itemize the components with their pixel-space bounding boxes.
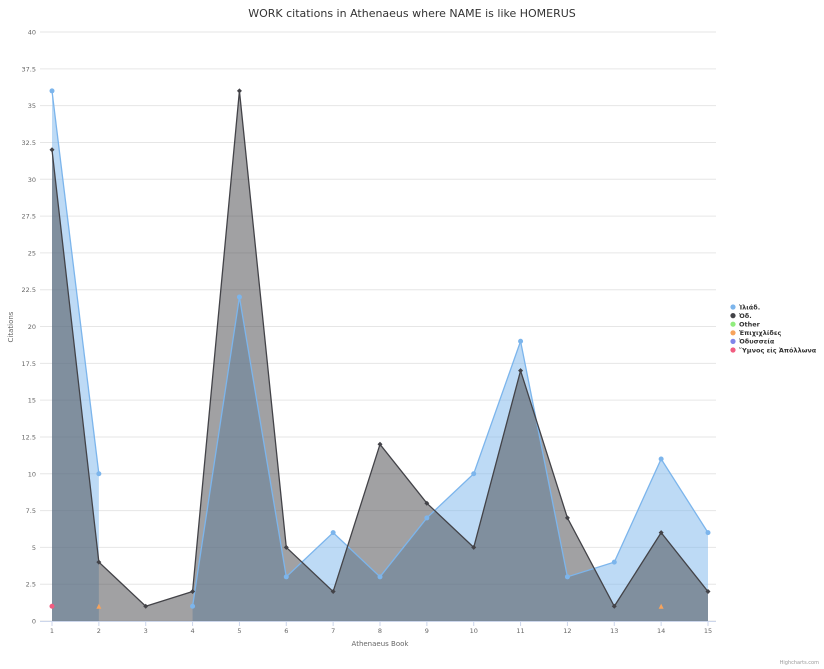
y-tick-label: 27.5 <box>22 213 36 221</box>
series-0-point <box>471 471 477 477</box>
legend-symbol <box>730 313 736 319</box>
series-3-point <box>658 603 664 609</box>
legend-label: Other <box>739 321 761 329</box>
series-1-point <box>49 147 55 153</box>
y-tick-label: 0 <box>32 618 36 626</box>
series-0-line <box>51 90 100 474</box>
x-tick-label: 2 <box>97 627 101 635</box>
series-0-point <box>611 559 617 565</box>
series-0-line <box>191 296 709 607</box>
series-1-point <box>471 544 477 550</box>
y-tick-label: 5 <box>32 544 36 552</box>
x-tick-label: 11 <box>516 627 524 635</box>
series-0-point <box>424 515 430 521</box>
y-tick-label: 17.5 <box>22 360 36 368</box>
series-1-point <box>190 589 196 595</box>
y-tick-label: 12.5 <box>22 433 36 441</box>
series-3-point <box>96 603 102 609</box>
y-tick-label: 7.5 <box>26 507 36 515</box>
series-0-point <box>705 530 711 536</box>
x-tick-label: 7 <box>331 627 335 635</box>
y-tick-label: 20 <box>28 323 36 331</box>
y-axis-ticks: 0 2.5 5 7.5 10 12.5 15 17.5 20 22.5 25 27.5 30 32.5 35… <box>22 29 36 626</box>
y-tick-label: 2.5 <box>26 581 36 589</box>
y-tick-label: 35 <box>28 102 36 110</box>
legend-symbol <box>730 347 736 353</box>
y-tick-label: 30 <box>28 176 36 184</box>
y-tick-label: 25 <box>28 249 36 257</box>
chart-title: WORK citations in Athenaeus where NAME i… <box>248 7 576 20</box>
x-tick-label: 5 <box>237 627 241 635</box>
series-5-point <box>49 603 55 609</box>
x-tick-label: 15 <box>704 627 712 635</box>
series-0-point <box>236 294 242 300</box>
legend-symbol <box>730 330 736 336</box>
series-0-point <box>330 530 336 536</box>
series-markers <box>49 88 711 609</box>
legend-label: Ἐπιχιχλίδες <box>739 329 781 337</box>
series-1-area <box>52 90 708 621</box>
series-0-point <box>190 603 196 609</box>
grid-lines <box>40 31 716 622</box>
series-0-point <box>658 456 664 462</box>
series-1-point <box>236 88 242 94</box>
x-tick-label: 9 <box>425 627 429 635</box>
x-tick-label: 12 <box>563 627 571 635</box>
series-1-point <box>283 544 289 550</box>
legend-symbol <box>730 338 736 344</box>
series-1-point <box>611 603 617 609</box>
y-tick-label: 22.5 <box>22 286 36 294</box>
x-tick-label: 3 <box>144 627 148 635</box>
series-0-point <box>49 88 55 94</box>
x-tick-label: 1 <box>50 627 54 635</box>
legend-label: Ὀδυσσεία <box>739 338 775 346</box>
series-0-point <box>377 574 383 580</box>
y-tick-label: 15 <box>28 397 36 405</box>
series-0-point <box>518 338 524 344</box>
x-tick-label: 14 <box>657 627 665 635</box>
legend-symbol <box>730 304 736 310</box>
series-0-point <box>564 574 570 580</box>
x-axis-title: Athenaeus Book <box>352 640 410 648</box>
series-areas <box>52 90 709 621</box>
x-tick-label: 4 <box>191 627 195 635</box>
x-tick-label: 10 <box>470 627 478 635</box>
y-tick-label: 32.5 <box>22 139 36 147</box>
series-1-point <box>330 589 336 595</box>
credits[interactable]: Highcharts.com <box>780 660 819 666</box>
x-tick-label: 6 <box>284 627 288 635</box>
legend-label: Ἰλιάδ. <box>739 303 760 311</box>
series-1-point <box>377 441 383 447</box>
series-1-point <box>518 368 524 374</box>
series-1-point <box>658 530 664 536</box>
x-tick-label: 13 <box>610 627 618 635</box>
series-1-point <box>705 589 711 595</box>
series-0-point <box>283 574 289 580</box>
y-tick-label: 10 <box>28 470 36 478</box>
series-1-point <box>564 515 570 521</box>
legend-symbol <box>730 321 736 327</box>
y-axis-title: Citations <box>7 311 15 342</box>
x-axis-ticks: 1 2 3 4 5 6 7 8 9 10 11 12 13 14 15 <box>50 621 712 635</box>
series-0-point <box>96 471 102 477</box>
legend-label: Ὕμνος εἰς Ἀπόλλωνα <box>739 346 817 354</box>
series-1-point <box>96 559 102 565</box>
legend-label: Ὀδ. <box>739 312 752 320</box>
x-tick-label: 8 <box>378 627 382 635</box>
y-tick-label: 37.5 <box>22 65 36 73</box>
series-1-point <box>143 603 149 609</box>
series-1-point <box>424 500 430 506</box>
y-tick-label: 40 <box>28 29 36 37</box>
